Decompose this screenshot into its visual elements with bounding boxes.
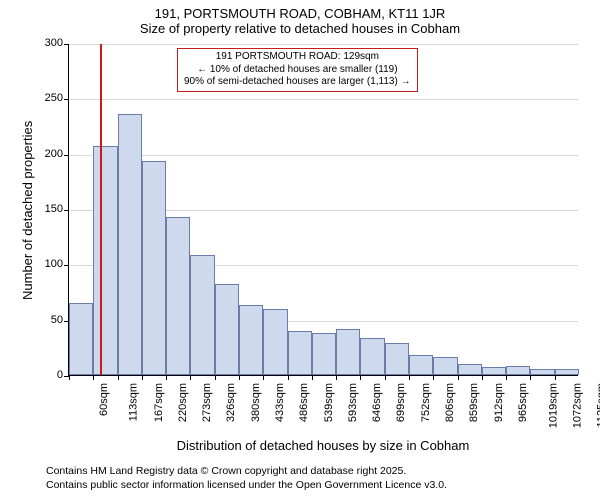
x-tick-label: 699sqm [396,383,408,422]
grid-line [69,44,578,45]
x-tick-mark [263,375,264,380]
x-tick-mark [312,375,313,380]
x-tick-label: 273sqm [201,383,213,422]
x-tick-label: 806sqm [444,383,456,422]
x-tick-label: 646sqm [371,383,383,422]
x-tick-mark [215,375,216,380]
histogram-bar [288,331,312,375]
x-tick-mark [555,375,556,380]
plot-area: 05010015020025030060sqm113sqm167sqm220sq… [68,44,578,376]
annotation-line1: 191 PORTSMOUTH ROAD: 129sqm [184,51,411,64]
histogram-bar [458,364,482,375]
x-tick-mark [506,375,507,380]
histogram-bar [239,305,263,375]
histogram-bar [142,161,166,375]
x-tick-label: 326sqm [226,383,238,422]
title-address: 191, PORTSMOUTH ROAD, COBHAM, KT11 1JR [0,6,600,21]
histogram-bar [93,146,117,375]
y-tick-label: 100 [45,258,69,270]
y-tick-label: 250 [45,92,69,104]
x-tick-mark [530,375,531,380]
x-tick-label: 1019sqm [547,383,559,428]
x-tick-mark [166,375,167,380]
y-tick-label: 200 [45,148,69,160]
x-tick-mark [482,375,483,380]
histogram-bar [433,357,457,375]
chart-title-block: 191, PORTSMOUTH ROAD, COBHAM, KT11 1JR S… [0,0,600,36]
annotation-box: 191 PORTSMOUTH ROAD: 129sqm← 10% of deta… [177,48,418,92]
x-tick-mark [69,375,70,380]
histogram-bar [482,367,506,375]
y-tick-label: 150 [45,203,69,215]
x-tick-mark [409,375,410,380]
histogram-bar [555,369,579,375]
x-tick-mark [336,375,337,380]
x-tick-label: 539sqm [323,383,335,422]
credits-block: Contains HM Land Registry data © Crown c… [46,465,447,492]
x-tick-mark [93,375,94,380]
annotation-line3: 90% of semi-detached houses are larger (… [184,76,411,89]
x-tick-label: 60sqm [98,383,110,416]
histogram-bar [263,309,287,375]
x-tick-label: 380sqm [250,383,262,422]
x-tick-label: 593sqm [347,383,359,422]
histogram-bar [336,329,360,375]
grid-line [69,155,578,156]
x-tick-mark [385,375,386,380]
y-tick-label: 0 [57,369,69,381]
x-axis-label: Distribution of detached houses by size … [68,438,578,453]
y-tick-label: 50 [51,314,69,326]
x-tick-mark [142,375,143,380]
x-tick-mark [239,375,240,380]
x-tick-label: 433sqm [274,383,286,422]
x-tick-label: 912sqm [493,383,505,422]
title-subtitle: Size of property relative to detached ho… [0,21,600,36]
x-tick-label: 752sqm [420,383,432,422]
histogram-bar [215,284,239,375]
histogram-bar [118,114,142,375]
x-tick-label: 220sqm [177,383,189,422]
credits-line1: Contains HM Land Registry data © Crown c… [46,465,447,479]
x-tick-mark [360,375,361,380]
x-tick-label: 486sqm [298,383,310,422]
histogram-bar [312,333,336,375]
x-tick-label: 859sqm [468,383,480,422]
histogram-bar [506,366,530,375]
histogram-bar [530,369,554,375]
x-tick-mark [433,375,434,380]
y-axis-label: Number of detached properties [20,121,35,300]
x-tick-mark [288,375,289,380]
histogram-bar [409,355,433,375]
x-tick-label: 965sqm [517,383,529,422]
x-tick-label: 1125sqm [595,383,600,427]
histogram-bar [190,255,214,375]
x-tick-mark [458,375,459,380]
histogram-bar [385,343,409,375]
annotation-line2: ← 10% of detached houses are smaller (11… [184,64,411,77]
grid-line [69,99,578,100]
x-tick-mark [190,375,191,380]
y-tick-label: 300 [45,37,69,49]
property-marker-line [100,44,102,375]
histogram-bar [166,217,190,375]
x-tick-label: 113sqm [128,383,140,421]
x-tick-mark [118,375,119,380]
x-tick-label: 1072sqm [572,383,584,428]
x-tick-label: 167sqm [153,383,165,422]
histogram-bar [69,303,93,375]
credits-line2: Contains public sector information licen… [46,479,447,493]
histogram-bar [360,338,384,375]
